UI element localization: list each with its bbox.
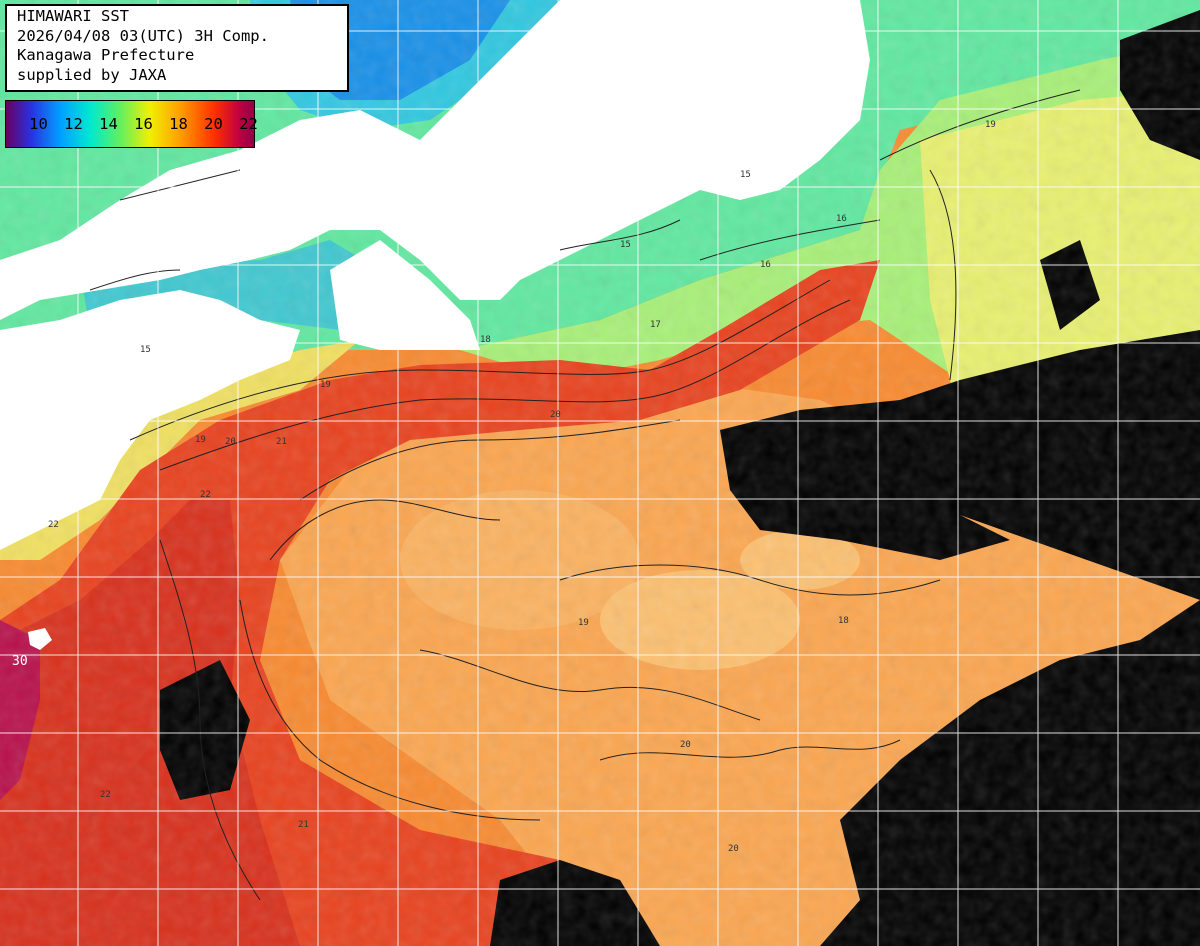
land-shikoku bbox=[0, 290, 300, 550]
isotherms bbox=[89, 89, 1081, 901]
isotherm-label: 19 bbox=[195, 435, 206, 445]
isotherm-label: 20 bbox=[680, 740, 691, 750]
scale-label: 22 bbox=[239, 115, 258, 133]
isotherm-label: 19 bbox=[320, 380, 331, 390]
title-box: HIMAWARI SST 2026/04/08 03(UTC) 3H Comp.… bbox=[5, 4, 349, 92]
scale-label: 18 bbox=[169, 115, 188, 133]
isotherm-label: 16 bbox=[760, 260, 771, 270]
land-kii bbox=[330, 240, 480, 350]
scale-label: 12 bbox=[64, 115, 83, 133]
title-line-satellite: HIMAWARI SST bbox=[17, 7, 129, 25]
isotherm-label: 19 bbox=[578, 618, 589, 628]
land-kyushu-tip bbox=[0, 380, 40, 480]
scale-label: 10 bbox=[29, 115, 48, 133]
isotherm-label: 19 bbox=[985, 120, 996, 130]
isotherm-label: 22 bbox=[100, 790, 111, 800]
isotherm-label: 15 bbox=[140, 345, 151, 355]
isotherm-label: 21 bbox=[276, 437, 287, 447]
isotherm-label: 20 bbox=[728, 844, 739, 854]
isotherm-label: 21 bbox=[298, 820, 309, 830]
isotherm-label: 17 bbox=[650, 320, 661, 330]
isotherm-label: 20 bbox=[550, 410, 561, 420]
land-island bbox=[28, 628, 52, 650]
title-line-date: 2026/04/08 03(UTC) 3H Comp. bbox=[17, 26, 269, 45]
isotherm-label: 15 bbox=[620, 240, 631, 250]
color-scale-labels: 10 12 14 16 18 20 22 bbox=[26, 115, 261, 133]
latitude-label: 30 bbox=[12, 654, 28, 669]
isotherm-label: 16 bbox=[836, 214, 847, 224]
title-line-region: Kanagawa Prefecture bbox=[17, 46, 195, 64]
title-line-credit: supplied by JAXA bbox=[17, 65, 167, 84]
isotherm-label: 18 bbox=[480, 335, 491, 345]
scale-label: 14 bbox=[99, 115, 118, 133]
scale-label: 16 bbox=[134, 115, 153, 133]
isotherm-label: 22 bbox=[48, 520, 59, 530]
isotherm-label: 15 bbox=[740, 170, 751, 180]
isotherm-label: 18 bbox=[838, 616, 849, 626]
land-honshu-west bbox=[0, 0, 870, 320]
scale-label: 20 bbox=[204, 115, 223, 133]
isotherm-label: 20 bbox=[225, 437, 236, 447]
color-scale-legend: 10 12 14 16 18 20 22 bbox=[5, 100, 258, 148]
isotherm-label: 22 bbox=[200, 490, 211, 500]
